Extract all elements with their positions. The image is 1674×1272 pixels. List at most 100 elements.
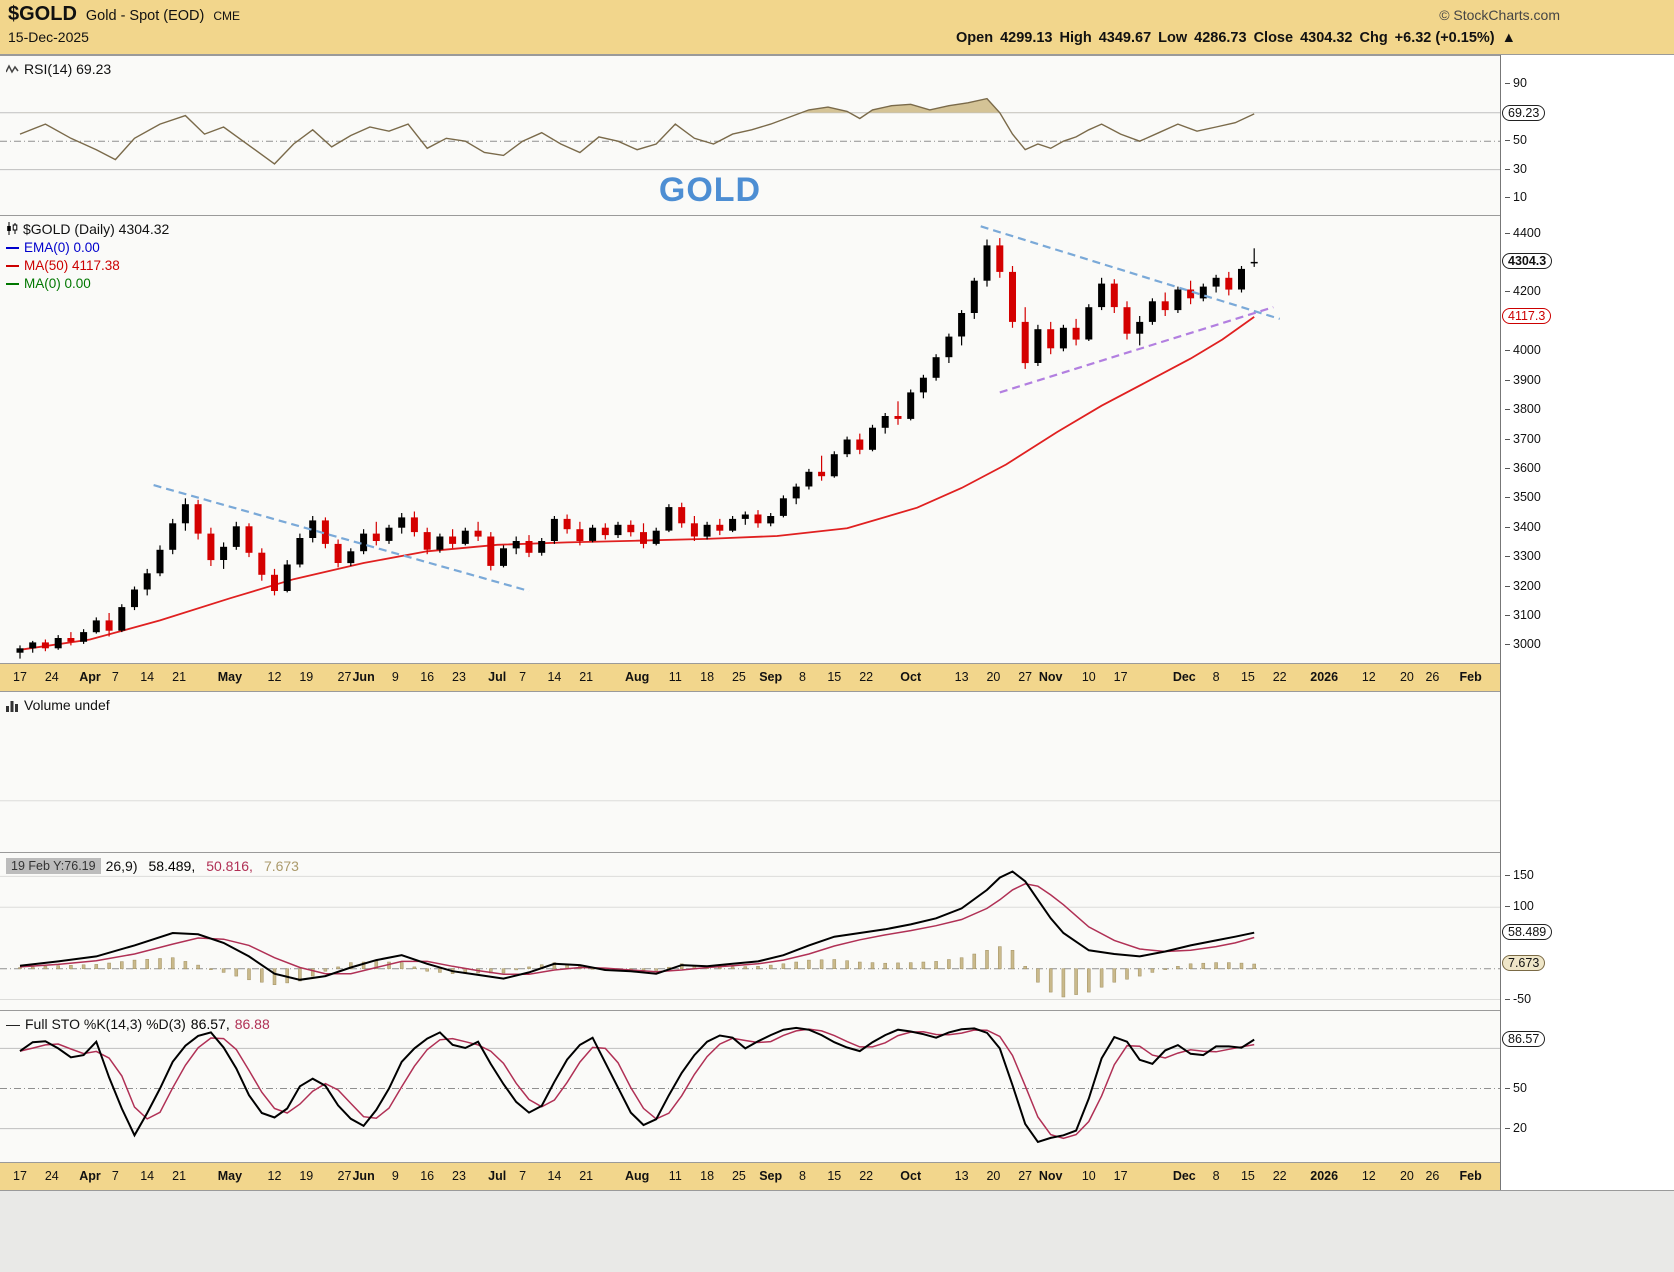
- price-legend: $GOLD (Daily) 4304.32 EMA(0) 0.00 MA(50)…: [6, 221, 169, 294]
- x-tick-label: 21: [172, 670, 187, 684]
- x-tick-label: 7: [111, 670, 119, 684]
- x-tick-label: 14: [140, 1169, 155, 1183]
- x-tick-label: 7: [519, 670, 527, 684]
- x-tick-label: 21: [579, 1169, 594, 1183]
- x-tick-label: 7: [111, 1169, 119, 1183]
- ma50-label: MA(50) 4117.38: [24, 258, 120, 273]
- sto-axis-label: 50: [1505, 1080, 1527, 1096]
- ma50-line-swatch: [6, 264, 19, 267]
- x-tick-label: Apr: [79, 1169, 101, 1183]
- price-axis-label: 3700: [1505, 431, 1541, 447]
- x-tick-label: Dec: [1172, 670, 1196, 684]
- x-tick-label: 22: [1272, 670, 1287, 684]
- x-tick-label: 10: [1081, 1169, 1096, 1183]
- gold-watermark: GOLD: [658, 171, 762, 209]
- x-tick-label: 13: [954, 1169, 969, 1183]
- x-tick-label: 15: [1240, 670, 1255, 684]
- rsi-label: RSI(14) 69.23: [24, 61, 112, 77]
- close-label: Close: [1253, 30, 1294, 46]
- volume-plot: [0, 800, 1500, 802]
- x-tick-label: 22: [1272, 1169, 1287, 1183]
- x-tick-label: 15: [1240, 1169, 1255, 1183]
- x-tick-label: 17: [1113, 1169, 1128, 1183]
- rsi-axis-label: 50: [1505, 132, 1527, 148]
- x-tick-label: 16: [420, 1169, 435, 1183]
- x-tick-label: 14: [140, 670, 155, 684]
- price-axis-label: 3500: [1505, 489, 1541, 505]
- x-tick-label: 13: [954, 670, 969, 684]
- open-value: 4299.13: [1000, 30, 1053, 46]
- chart-date: 15-Dec-2025: [8, 29, 89, 45]
- x-tick-label: 26: [1425, 1169, 1440, 1183]
- macd-axis-badge: 58.489: [1502, 923, 1553, 940]
- price-axis-label: 3000: [1505, 636, 1541, 652]
- ema-label: EMA(0) 0.00: [24, 240, 100, 255]
- ma0-line-swatch: [6, 282, 19, 285]
- x-tick-label: 16: [420, 670, 435, 684]
- change-value: +6.32 (+0.15%): [1394, 30, 1495, 46]
- x-tick-label: 22: [859, 1169, 874, 1183]
- price-axis-label: 4200: [1505, 283, 1541, 299]
- x-tick-label: 18: [700, 1169, 715, 1183]
- x-tick-label: 11: [668, 670, 682, 684]
- rsi-plot: [0, 97, 1500, 171]
- rsi-legend: RSI(14) 69.23: [6, 61, 111, 77]
- symbol: $GOLD: [8, 3, 77, 25]
- price-axis-label: 3200: [1505, 578, 1541, 594]
- rsi-axis-label: 90: [1505, 75, 1527, 91]
- stockcharts-credit-link[interactable]: © StockCharts.com: [1439, 7, 1560, 23]
- x-tick-label: 15: [827, 1169, 842, 1183]
- ohlc-quote: Open 4299.13 High 4349.67 Low 4286.73 Cl…: [956, 30, 1516, 46]
- x-tick-label: 20: [1399, 1169, 1414, 1183]
- x-tick-label: 7: [519, 1169, 527, 1183]
- x-tick-label: 8: [799, 670, 806, 684]
- sto-axis-badge: 86.57: [1502, 1030, 1546, 1047]
- macd-legend: 19 Feb Y:76.19 26,9) 58.489, 50.816, 7.6…: [6, 858, 299, 874]
- x-tick-label: 8: [1212, 1169, 1220, 1183]
- rsi-axis-label: 30: [1505, 161, 1527, 177]
- x-tick-label: 27: [337, 1169, 352, 1183]
- price-title: $GOLD (Daily) 4304.32: [23, 221, 170, 237]
- x-tick-label: 2026: [1310, 670, 1339, 684]
- low-value: 4286.73: [1194, 30, 1247, 46]
- x-tick-label: Oct: [900, 1169, 922, 1183]
- open-label: Open: [956, 30, 994, 46]
- instrument-name: Gold - Spot (EOD): [85, 8, 205, 24]
- x-tick-label: Aug: [624, 1169, 650, 1183]
- macd-signal-value: 50.816,: [206, 858, 253, 874]
- x-tick-label: May: [217, 670, 243, 684]
- sto-axis-label: 20: [1505, 1120, 1527, 1136]
- ema-line-swatch: [6, 246, 19, 249]
- ma50-legend-row: MA(50) 4117.38: [6, 258, 169, 273]
- macd-axis-label: 150: [1505, 867, 1534, 883]
- price-axis-badge: 4304.3: [1502, 252, 1553, 269]
- volume-panel: Volume undef: [0, 691, 1500, 852]
- macd-hist-value: 7.673: [263, 858, 299, 874]
- price-axis-label: 3800: [1505, 401, 1541, 417]
- x-tick-label: Apr: [79, 670, 101, 684]
- x-tick-label: 27: [1018, 1169, 1033, 1183]
- x-tick-label: 12: [267, 1169, 282, 1183]
- x-tick-label: 12: [267, 670, 282, 684]
- ema-legend-row: EMA(0) 0.00: [6, 240, 169, 255]
- crosshair-tooltip: 19 Feb Y:76.19: [6, 858, 101, 874]
- change-label: Chg: [1359, 30, 1388, 46]
- header-quote-row: 15-Dec-2025 Open 4299.13 High 4349.67 Lo…: [0, 28, 1674, 46]
- sto-legend: — Full STO %K(14,3) %D(3) 86.57, 86.88: [6, 1016, 270, 1032]
- stochastic-panel: — Full STO %K(14,3) %D(3) 86.57, 86.88: [0, 1010, 1500, 1162]
- x-tick-label: 23: [452, 670, 466, 684]
- x-tick-label: 15: [827, 670, 842, 684]
- x-tick-label: 18: [700, 670, 715, 684]
- date-axis-top: 17 24 Apr 7 14 21 May 12 19 27 Jun 9 16 23 Jul 7 14 21 Aug…: [0, 663, 1500, 691]
- rsi-icon: [6, 64, 19, 74]
- x-tick-label: Nov: [1038, 670, 1063, 684]
- macd-panel: 19 Feb Y:76.19 26,9) 58.489, 50.816, 7.6…: [0, 852, 1500, 1010]
- x-tick-label: 17: [13, 1169, 27, 1183]
- sto-plot: [0, 1026, 1500, 1144]
- macd-axis-label: -50: [1505, 991, 1531, 1007]
- x-tick-label: May: [217, 1169, 243, 1183]
- price-plot: [16, 225, 1281, 659]
- header-title-row: $GOLD Gold - Spot (EOD) CME © StockChart…: [0, 0, 1674, 28]
- low-label: Low: [1158, 30, 1188, 46]
- x-tick-label: Sep: [759, 1169, 783, 1183]
